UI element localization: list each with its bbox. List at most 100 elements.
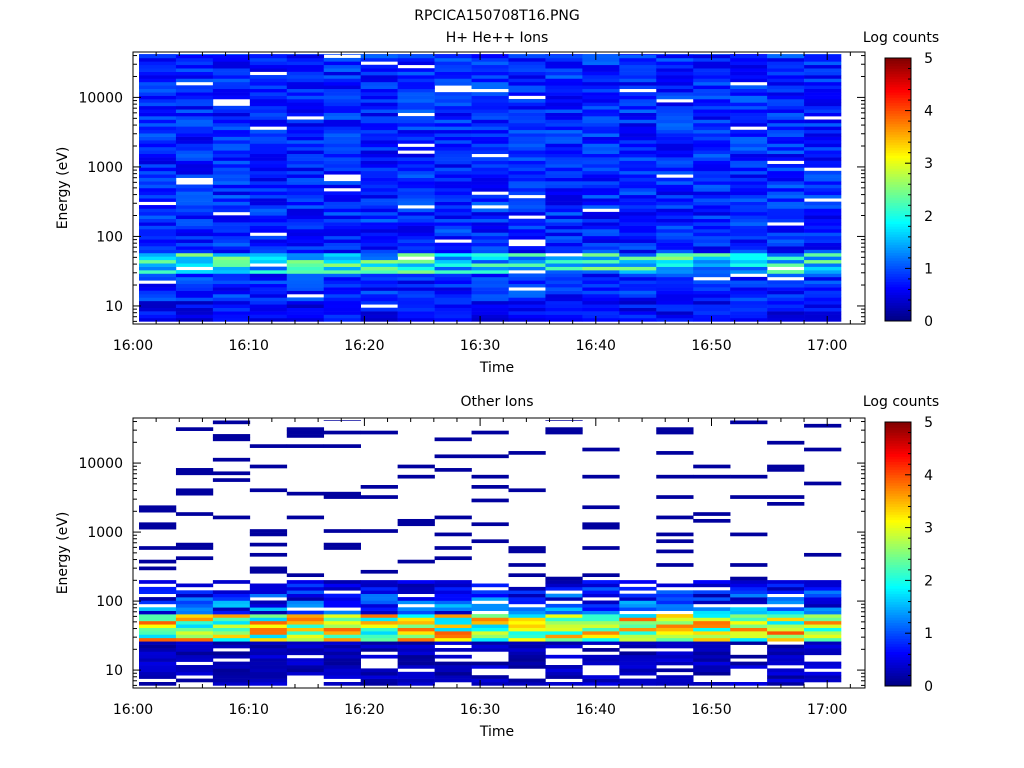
colorbar-segment: [885, 456, 911, 460]
heatmap-cell: [323, 658, 361, 662]
heatmap-cell: [434, 153, 472, 158]
heatmap-cell: [582, 160, 620, 165]
heatmap-cell: [397, 191, 435, 196]
heatmap-cell: [360, 283, 398, 288]
heatmap-cell: [397, 222, 435, 226]
colorbar-segment: [885, 189, 911, 193]
heatmap-cell: [434, 246, 472, 250]
colorbar-segment: [885, 79, 911, 83]
colorbar-segment: [885, 617, 911, 621]
heatmap-cell: [434, 64, 472, 69]
colorbar-segment: [885, 81, 911, 85]
colorbar-segment: [885, 596, 911, 600]
heatmap-cell: [286, 580, 325, 584]
heatmap-cell: [397, 174, 435, 178]
heatmap-cell: [693, 273, 731, 278]
heatmap-cell: [175, 300, 214, 305]
heatmap-cell: [545, 126, 583, 131]
heatmap-cell: [286, 235, 325, 240]
heatmap-cell: [212, 177, 251, 182]
heatmap-cell: [656, 515, 694, 520]
heatmap-cell: [397, 146, 435, 151]
heatmap-cell: [693, 627, 731, 632]
heatmap-cell: [139, 671, 177, 676]
heatmap-cell: [582, 654, 620, 659]
heatmap-cell: [471, 300, 509, 305]
heatmap-cell: [656, 675, 694, 679]
heatmap-cell: [730, 215, 768, 220]
colorbar-segment: [885, 625, 911, 629]
heatmap-cell: [767, 126, 805, 131]
heatmap-cell: [545, 242, 583, 247]
colorbar-segment: [885, 590, 911, 594]
heatmap-cell: [582, 191, 620, 196]
heatmap-cell: [545, 668, 583, 673]
heatmap-cell: [212, 631, 251, 635]
colorbar-segment: [885, 273, 911, 277]
colorbar-segment: [885, 448, 911, 452]
colorbar-segment: [885, 548, 911, 552]
colorbar-segment: [885, 160, 911, 164]
heatmap-cell: [767, 648, 805, 652]
heatmap-cell: [212, 119, 251, 124]
heatmap-cell: [139, 181, 177, 185]
heatmap-cell: [767, 607, 805, 611]
colorbar-segment: [885, 554, 911, 558]
heatmap-cell: [693, 109, 731, 113]
heatmap-cell: [212, 184, 251, 189]
heatmap-cell: [545, 116, 583, 120]
heatmap-cell: [582, 297, 620, 302]
heatmap-cell: [212, 270, 251, 274]
heatmap-cell: [286, 317, 325, 322]
heatmap-cell: [397, 181, 435, 185]
heatmap-cell: [619, 603, 657, 608]
heatmap-cell: [804, 311, 842, 315]
heatmap-cell: [471, 307, 509, 312]
heatmap-cell: [360, 150, 398, 155]
heatmap-cell: [471, 184, 509, 189]
y-tick-label: 10000: [78, 90, 123, 106]
heatmap-cell: [286, 160, 325, 165]
heatmap-cell: [545, 143, 583, 148]
heatmap-cell: [139, 95, 177, 100]
heatmap-cell: [545, 153, 583, 158]
heatmap-cell: [804, 205, 842, 209]
heatmap-cell: [360, 201, 398, 206]
heatmap-cell: [508, 620, 546, 625]
heatmap-cell: [582, 624, 620, 628]
heatmap-cell: [360, 631, 398, 635]
heatmap-cell: [249, 648, 288, 652]
heatmap-cell: [656, 229, 694, 233]
heatmap-cell: [804, 317, 842, 322]
heatmap-cell: [582, 525, 620, 530]
heatmap-cell: [249, 218, 288, 223]
heatmap-cell: [730, 229, 768, 233]
colorbar-segment: [885, 667, 911, 671]
heatmap-cell: [545, 637, 583, 642]
colorbar-segment: [885, 305, 911, 309]
heatmap-cell: [471, 201, 509, 206]
colorbar-segment: [885, 429, 911, 433]
heatmap-cell: [434, 556, 472, 561]
heatmap-cell: [249, 98, 288, 103]
heatmap-cell: [360, 95, 398, 100]
heatmap-cell: [804, 300, 842, 305]
heatmap-cell: [508, 266, 546, 271]
heatmap-cell: [212, 150, 251, 155]
heatmap-cell: [434, 146, 472, 151]
heatmap-cell: [175, 658, 214, 662]
heatmap-cell: [360, 88, 398, 93]
colorbar-segment: [885, 299, 911, 303]
heatmap-cell: [397, 215, 435, 220]
heatmap-cell: [582, 631, 620, 635]
heatmap-cell: [212, 81, 251, 86]
heatmap-cell: [360, 495, 398, 499]
heatmap-cell: [471, 85, 509, 90]
heatmap-cell: [360, 194, 398, 199]
heatmap-cell: [286, 181, 325, 185]
heatmap-cell: [434, 671, 472, 676]
heatmap-cell: [360, 266, 398, 271]
colorbar-tick-label: 1: [924, 626, 933, 642]
colorbar-segment: [885, 249, 911, 254]
heatmap-cell: [249, 294, 288, 298]
